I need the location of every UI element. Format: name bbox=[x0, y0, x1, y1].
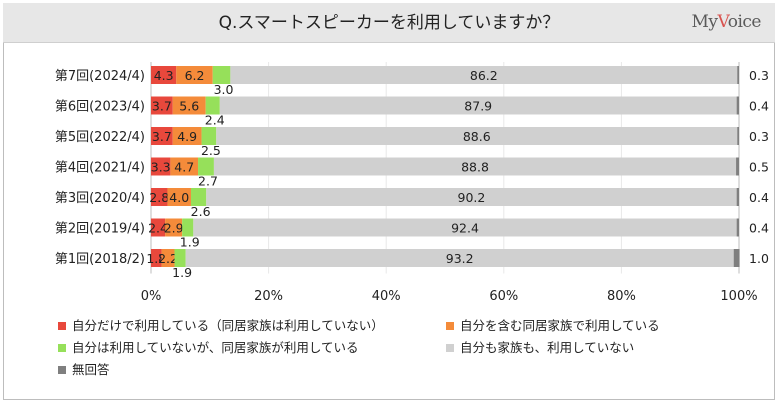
data-label: 4.7 bbox=[174, 160, 194, 175]
bar-segment bbox=[205, 96, 220, 115]
data-label: 93.2 bbox=[446, 251, 474, 266]
brand-logo: MyVoice bbox=[691, 12, 762, 32]
x-tick-label: 40% bbox=[372, 289, 401, 304]
x-tick-label: 60% bbox=[489, 289, 518, 304]
x-tick-label: 20% bbox=[254, 289, 283, 304]
bar-segment bbox=[165, 218, 183, 237]
category-label: 第4回(2021/4) bbox=[55, 161, 145, 176]
bar-segment bbox=[174, 249, 186, 267]
data-label: 0.3 bbox=[749, 129, 769, 144]
data-label: 2.5 bbox=[201, 143, 221, 158]
data-label: 0.4 bbox=[749, 221, 769, 236]
legend-item-family-only: 自分は利用していないが、同居家族が利用している bbox=[58, 340, 359, 356]
data-label: 1.9 bbox=[180, 235, 200, 250]
category-label: 第7回(2024/4) bbox=[55, 69, 145, 84]
data-label: 0.4 bbox=[749, 190, 769, 205]
bar-segment bbox=[736, 157, 739, 176]
legend-swatch-with-family bbox=[446, 321, 454, 330]
x-tick-label: 100% bbox=[720, 289, 757, 304]
data-label: 90.2 bbox=[458, 190, 486, 205]
data-label: 88.8 bbox=[461, 160, 489, 175]
data-label: 3.0 bbox=[214, 82, 234, 97]
data-label: 2.4 bbox=[148, 221, 168, 236]
data-label: 87.9 bbox=[464, 99, 492, 114]
bar-segment bbox=[230, 66, 738, 84]
bar-segment bbox=[201, 127, 217, 145]
data-label: 0.3 bbox=[749, 68, 769, 83]
chart-header: Q.スマートスピーカーを利用していますか？ MyVoice bbox=[3, 3, 775, 43]
data-label: 92.4 bbox=[451, 221, 479, 236]
legend-swatch-no-answer bbox=[58, 365, 66, 374]
bar-segment bbox=[213, 157, 737, 176]
category-label: 第2回(2019/4) bbox=[55, 222, 145, 237]
bar-segment bbox=[737, 127, 739, 145]
bar-segment bbox=[151, 218, 166, 237]
data-label: 2.7 bbox=[198, 174, 218, 189]
data-label: 2.8 bbox=[149, 190, 169, 205]
data-label: 3.7 bbox=[152, 99, 172, 114]
data-label: 4.3 bbox=[154, 68, 174, 83]
legend-item-self-only: 自分だけで利用している（同居家族は利用していない） bbox=[58, 318, 384, 334]
bar-segment bbox=[216, 127, 738, 145]
data-label: 1.0 bbox=[749, 251, 769, 266]
data-label: 2.2 bbox=[158, 251, 178, 266]
data-label: 5.6 bbox=[179, 99, 199, 114]
bar-segment bbox=[170, 157, 199, 176]
bar-segment bbox=[212, 66, 231, 84]
bar-segment bbox=[151, 157, 171, 176]
legend-item-none: 自分も家族も、利用していない bbox=[446, 340, 634, 356]
data-label: 4.0 bbox=[169, 190, 189, 205]
chart-title: Q.スマートスピーカーを利用していますか？ bbox=[218, 13, 560, 33]
data-label: 3.7 bbox=[152, 129, 172, 144]
category-label: 第1回(2018/2) bbox=[55, 252, 145, 267]
bar-segment bbox=[172, 127, 202, 145]
bar-segment bbox=[182, 218, 194, 237]
legend-item-with-family: 自分を含む同居家族で利用している bbox=[446, 318, 660, 334]
bar-segment bbox=[198, 157, 214, 176]
bar-segment bbox=[219, 96, 737, 115]
bar-segment bbox=[736, 218, 739, 237]
legend-swatch-none bbox=[446, 343, 454, 352]
x-tick-label: 0% bbox=[141, 289, 162, 304]
bar-segment bbox=[736, 96, 739, 115]
data-label: 1.9 bbox=[172, 265, 192, 280]
category-label: 第6回(2023/4) bbox=[55, 100, 145, 115]
bar-segment bbox=[151, 66, 177, 84]
data-label: 6.2 bbox=[185, 68, 205, 83]
bar-segment bbox=[176, 66, 213, 84]
data-label: 2.4 bbox=[205, 113, 225, 128]
data-label: 2.9 bbox=[164, 221, 184, 236]
data-label: 2.6 bbox=[191, 204, 211, 219]
bar-segment bbox=[151, 127, 173, 145]
bar-segment bbox=[737, 66, 739, 84]
data-label: 3.3 bbox=[151, 160, 171, 175]
bar-segment bbox=[151, 96, 173, 115]
bar-segment bbox=[161, 249, 175, 267]
bar-segment bbox=[185, 249, 734, 267]
bar-segment bbox=[151, 188, 168, 206]
bar-segment bbox=[151, 249, 162, 267]
bar-segment bbox=[736, 188, 739, 206]
category-label: 第5回(2022/4) bbox=[55, 130, 145, 145]
bar-segment bbox=[733, 249, 740, 267]
data-label: 0.5 bbox=[749, 160, 769, 175]
bar-segment bbox=[172, 96, 206, 115]
category-label: 第3回(2020/4) bbox=[55, 191, 145, 206]
x-tick-label: 80% bbox=[607, 289, 636, 304]
data-label: 4.9 bbox=[177, 129, 197, 144]
data-label: 1.8 bbox=[146, 251, 166, 266]
bar-segment bbox=[167, 188, 191, 206]
legend-swatch-self-only bbox=[58, 321, 66, 330]
data-label: 88.6 bbox=[463, 129, 491, 144]
legend-item-no-answer: 無回答 bbox=[58, 362, 110, 378]
data-label: 86.2 bbox=[470, 68, 498, 83]
data-label: 0.4 bbox=[749, 99, 769, 114]
bar-segment bbox=[190, 188, 207, 206]
bar-segment bbox=[193, 218, 737, 237]
bar-segment bbox=[206, 188, 737, 206]
legend-swatch-family-only bbox=[58, 343, 66, 352]
